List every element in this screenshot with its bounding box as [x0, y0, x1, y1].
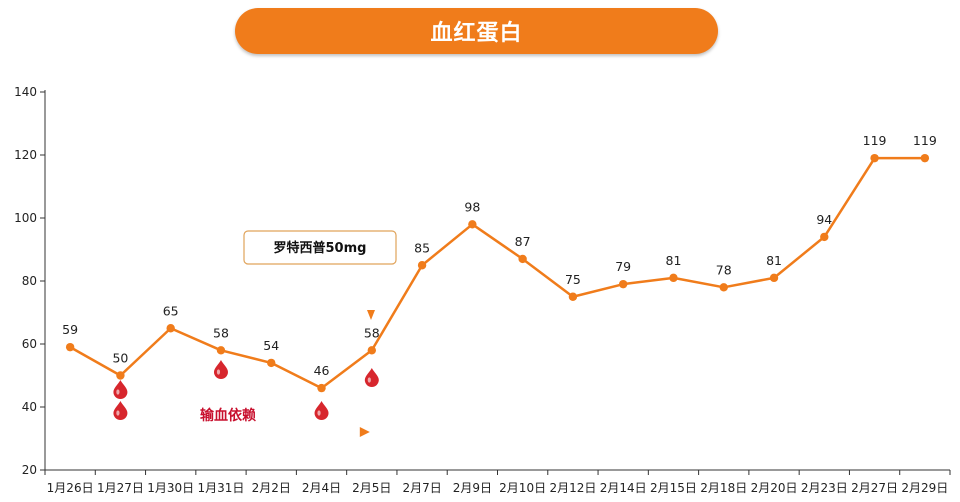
data-label: 81: [666, 253, 682, 268]
x-tick-label: 1月30日: [147, 481, 194, 495]
drug-arrow-head: [367, 310, 375, 320]
y-tick-label: 140: [14, 85, 37, 99]
data-label: 46: [314, 363, 330, 378]
blood-drop-icon: [314, 401, 329, 421]
series-group: 59 50 65 58 54 46 58 85 98 87 75 79 81 78 81 94 119 119: [62, 133, 937, 393]
data-label: 119: [913, 133, 937, 148]
data-label: 98: [464, 199, 480, 214]
data-label: 79: [615, 259, 631, 274]
data-point: [417, 261, 427, 270]
x-tick-label: 2月12日: [549, 481, 596, 495]
data-point: [618, 279, 628, 289]
data-point: [267, 358, 276, 368]
x-tick-label: 1月31日: [198, 481, 245, 495]
data-point: [317, 383, 326, 393]
x-tick-label: 2月23日: [801, 481, 848, 495]
blood-drop-highlight: [367, 377, 371, 383]
data-point: [468, 220, 477, 229]
data-point: [116, 371, 125, 380]
data-point: [216, 346, 226, 355]
x-tick-label: 1月27日: [97, 481, 144, 495]
drug-box: [243, 230, 397, 265]
data-point: [518, 254, 527, 264]
data-point: [65, 342, 75, 352]
x-tick-label: 2月5日: [352, 481, 391, 495]
x-tick-label: 1月26日: [47, 481, 94, 495]
y-tick-label: 80: [22, 274, 37, 288]
chart-title-pill: 血红蛋白: [235, 8, 718, 54]
drug-box-label: 罗特西普50mg: [274, 240, 367, 256]
x-tick-label: 2月15日: [650, 481, 697, 495]
annotations-group: 输血依赖 罗特西普50mg: [68, 230, 397, 470]
x-tick-label: 2月18日: [700, 481, 747, 495]
x-tick-label: 2月9日: [453, 481, 492, 495]
data-point: [719, 283, 728, 292]
data-label: 78: [716, 262, 732, 277]
data-point: [568, 292, 578, 301]
axes-group: 20 40 60 80 100 120 140 1月26日 1月27日 1月30日 1月31日 2月2…: [14, 85, 951, 495]
x-tick-label: 2月4日: [302, 481, 341, 495]
blood-drop-highlight: [317, 410, 321, 416]
data-point: [669, 273, 678, 283]
y-tick-label: 60: [22, 337, 37, 351]
blood-drop-icon: [113, 380, 128, 400]
y-tick-label: 40: [22, 400, 37, 414]
x-tick-label: 2月14日: [600, 481, 647, 495]
x-tick-label: 2月10日: [499, 481, 546, 495]
data-label: 65: [163, 303, 179, 318]
y-tick-label: 20: [22, 463, 37, 477]
x-tick-label: 2月20日: [751, 481, 798, 495]
data-label: 119: [863, 133, 887, 148]
data-label: 85: [414, 240, 430, 255]
blood-drop-icon: [213, 360, 228, 380]
data-point: [820, 232, 829, 242]
transfusion-label: 输血依赖: [200, 407, 256, 424]
x-tick-label: 2月2日: [252, 481, 291, 495]
blood-drop-icon: [113, 401, 128, 421]
blood-drop-icon: [364, 368, 379, 388]
x-tick-label: 2月27日: [851, 481, 898, 495]
data-label: 75: [565, 272, 581, 287]
data-point: [166, 324, 175, 333]
data-label: 58: [364, 325, 380, 340]
blood-drop-highlight: [216, 369, 221, 375]
data-point: [870, 153, 879, 163]
data-point: [769, 273, 779, 283]
y-tick-label: 120: [14, 148, 37, 162]
y-tick-label: 100: [14, 211, 37, 225]
data-label: 81: [766, 253, 782, 268]
x-tick-label: 2月29日: [901, 481, 948, 495]
data-point: [367, 346, 377, 355]
data-label: 50: [112, 351, 128, 366]
series-line: [69, 156, 925, 390]
data-label: 54: [263, 338, 279, 353]
data-label: 94: [816, 212, 832, 227]
data-label: 59: [62, 322, 78, 337]
x-tick-label: 2月7日: [402, 481, 441, 495]
data-label: 87: [515, 234, 531, 249]
transfusion-arrow-head: [359, 427, 370, 437]
data-point: [920, 153, 930, 163]
data-label: 58: [213, 325, 229, 340]
chart-title: 血红蛋白: [430, 21, 523, 46]
blood-drop-highlight: [116, 389, 120, 395]
blood-drop-highlight: [116, 410, 120, 416]
